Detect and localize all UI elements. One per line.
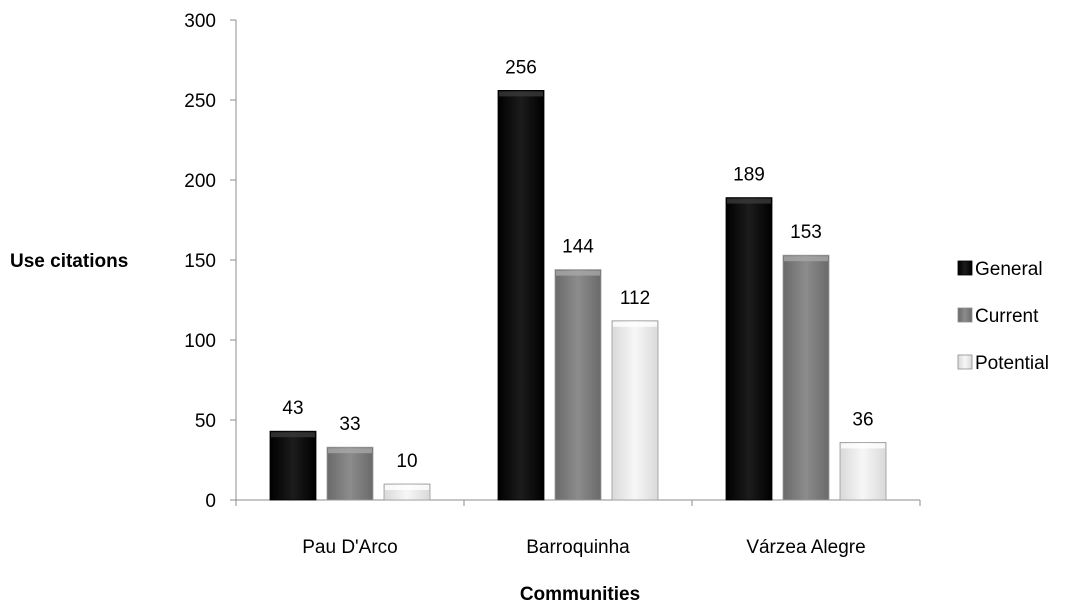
bar xyxy=(497,90,545,501)
legend: General Current Potential xyxy=(957,259,1049,374)
y-tick-label: 150 xyxy=(184,251,216,272)
data-label: 144 xyxy=(562,237,594,258)
legend-swatch xyxy=(957,260,973,276)
legend-swatch xyxy=(957,307,973,323)
bar-highlight xyxy=(841,443,885,449)
bar-highlight xyxy=(613,321,657,327)
data-label: 43 xyxy=(282,398,303,419)
data-label: 256 xyxy=(505,57,537,78)
y-tick-label: 50 xyxy=(195,411,216,432)
y-tick-label: 300 xyxy=(184,11,216,32)
y-tick-label: 200 xyxy=(184,171,216,192)
data-label: 10 xyxy=(396,451,417,472)
bar-highlight xyxy=(328,448,372,454)
bar xyxy=(269,430,317,501)
y-tick-label: 100 xyxy=(184,331,216,352)
x-tick-label: Barroquinha xyxy=(526,537,630,558)
bar xyxy=(611,320,659,501)
data-label: 189 xyxy=(733,165,765,186)
bar-highlight xyxy=(385,485,429,490)
y-axis-title: Use citations xyxy=(10,251,128,272)
bar xyxy=(725,197,773,501)
legend-label: Potential xyxy=(975,353,1049,374)
bar xyxy=(782,254,830,501)
x-tick-label: Várzea Alegre xyxy=(746,537,865,558)
legend-swatch xyxy=(957,354,973,370)
bar xyxy=(326,446,374,501)
axes: 0 50 100 150 200 250 300 Pau D'Arco Barroquinha V… xyxy=(184,11,921,558)
data-label: 153 xyxy=(790,222,822,243)
legend-label: General xyxy=(975,259,1043,280)
bar-highlight xyxy=(271,432,315,438)
x-tick-label: Pau D'Arco xyxy=(302,537,398,558)
labels: 43 33 10 256 144 112 189 153 36 xyxy=(282,57,873,472)
bar xyxy=(554,269,602,501)
bar-highlight xyxy=(499,91,543,97)
bar-highlight xyxy=(784,256,828,262)
data-label: 112 xyxy=(620,288,650,309)
bar xyxy=(839,441,887,501)
x-axis-title: Communities xyxy=(520,584,640,605)
legend-label: Current xyxy=(975,306,1039,327)
data-label: 36 xyxy=(852,409,873,430)
bar-highlight xyxy=(556,270,600,276)
bars xyxy=(269,90,887,501)
y-tick-label: 0 xyxy=(205,491,216,512)
data-label: 33 xyxy=(339,414,360,435)
bar-highlight xyxy=(727,198,771,204)
y-tick-label: 250 xyxy=(184,91,216,112)
